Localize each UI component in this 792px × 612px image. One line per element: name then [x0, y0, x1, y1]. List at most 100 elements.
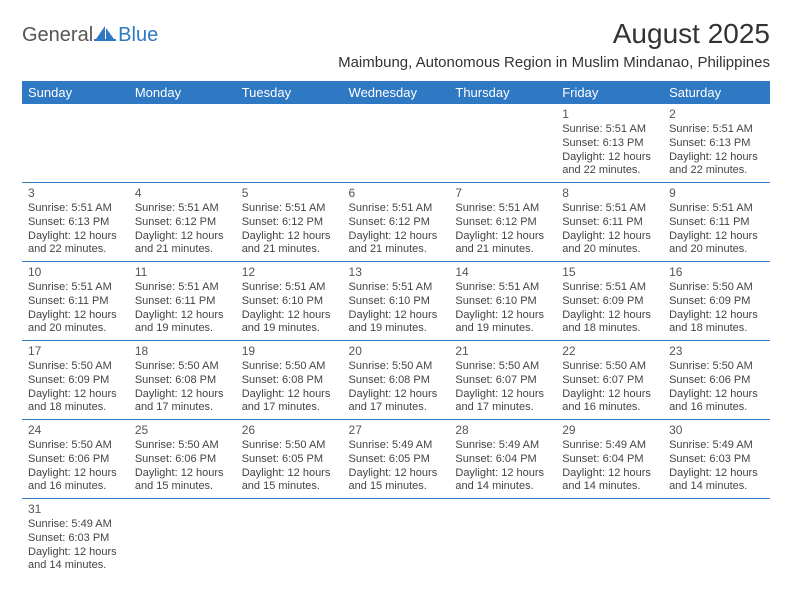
- day-number: 7: [455, 186, 550, 201]
- day-number: 1: [562, 107, 657, 122]
- day-number: 19: [242, 344, 337, 359]
- sunset-text: Sunset: 6:12 PM: [349, 216, 444, 230]
- calendar-header-row: SundayMondayTuesdayWednesdayThursdayFrid…: [22, 81, 770, 104]
- day-header: Monday: [129, 81, 236, 104]
- day-number: 21: [455, 344, 550, 359]
- sunset-text: Sunset: 6:03 PM: [669, 453, 764, 467]
- sunset-text: Sunset: 6:13 PM: [562, 137, 657, 151]
- sunset-text: Sunset: 6:13 PM: [28, 216, 123, 230]
- daylight-text: Daylight: 12 hours and 17 minutes.: [349, 388, 444, 416]
- sunset-text: Sunset: 6:11 PM: [28, 295, 123, 309]
- sunset-text: Sunset: 6:10 PM: [242, 295, 337, 309]
- day-number: 14: [455, 265, 550, 280]
- sunrise-text: Sunrise: 5:50 AM: [135, 439, 230, 453]
- day-number: 28: [455, 423, 550, 438]
- empty-cell: [22, 104, 129, 183]
- day-number: 29: [562, 423, 657, 438]
- daylight-text: Daylight: 12 hours and 19 minutes.: [455, 309, 550, 337]
- sunset-text: Sunset: 6:07 PM: [562, 374, 657, 388]
- sunrise-text: Sunrise: 5:49 AM: [28, 518, 123, 532]
- day-number: 16: [669, 265, 764, 280]
- day-cell: 5Sunrise: 5:51 AMSunset: 6:12 PMDaylight…: [236, 183, 343, 262]
- daylight-text: Daylight: 12 hours and 17 minutes.: [455, 388, 550, 416]
- daylight-text: Daylight: 12 hours and 21 minutes.: [242, 230, 337, 258]
- empty-cell: [236, 104, 343, 183]
- sunset-text: Sunset: 6:08 PM: [135, 374, 230, 388]
- daylight-text: Daylight: 12 hours and 14 minutes.: [28, 546, 123, 574]
- day-number: 12: [242, 265, 337, 280]
- day-cell: 12Sunrise: 5:51 AMSunset: 6:10 PMDayligh…: [236, 262, 343, 341]
- daylight-text: Daylight: 12 hours and 21 minutes.: [135, 230, 230, 258]
- sunrise-text: Sunrise: 5:49 AM: [562, 439, 657, 453]
- empty-cell: [236, 499, 343, 578]
- sunrise-text: Sunrise: 5:51 AM: [135, 281, 230, 295]
- day-header: Wednesday: [343, 81, 450, 104]
- day-cell: 30Sunrise: 5:49 AMSunset: 6:03 PMDayligh…: [663, 420, 770, 499]
- sunrise-text: Sunrise: 5:50 AM: [28, 439, 123, 453]
- day-number: 9: [669, 186, 764, 201]
- sunset-text: Sunset: 6:04 PM: [455, 453, 550, 467]
- day-cell: 18Sunrise: 5:50 AMSunset: 6:08 PMDayligh…: [129, 341, 236, 420]
- month-title: August 2025: [338, 18, 770, 50]
- day-cell: 1Sunrise: 5:51 AMSunset: 6:13 PMDaylight…: [556, 104, 663, 183]
- daylight-text: Daylight: 12 hours and 17 minutes.: [135, 388, 230, 416]
- day-cell: 9Sunrise: 5:51 AMSunset: 6:11 PMDaylight…: [663, 183, 770, 262]
- day-number: 24: [28, 423, 123, 438]
- day-number: 3: [28, 186, 123, 201]
- empty-cell: [663, 499, 770, 578]
- sunset-text: Sunset: 6:06 PM: [135, 453, 230, 467]
- empty-cell: [556, 499, 663, 578]
- sunrise-text: Sunrise: 5:50 AM: [28, 360, 123, 374]
- day-cell: 24Sunrise: 5:50 AMSunset: 6:06 PMDayligh…: [22, 420, 129, 499]
- daylight-text: Daylight: 12 hours and 15 minutes.: [135, 467, 230, 495]
- day-cell: 31Sunrise: 5:49 AMSunset: 6:03 PMDayligh…: [22, 499, 129, 578]
- sunset-text: Sunset: 6:07 PM: [455, 374, 550, 388]
- day-number: 23: [669, 344, 764, 359]
- day-number: 22: [562, 344, 657, 359]
- day-number: 20: [349, 344, 444, 359]
- day-number: 25: [135, 423, 230, 438]
- day-number: 31: [28, 502, 123, 517]
- day-header: Tuesday: [236, 81, 343, 104]
- day-cell: 25Sunrise: 5:50 AMSunset: 6:06 PMDayligh…: [129, 420, 236, 499]
- day-number: 30: [669, 423, 764, 438]
- daylight-text: Daylight: 12 hours and 19 minutes.: [242, 309, 337, 337]
- sunset-text: Sunset: 6:05 PM: [242, 453, 337, 467]
- sunset-text: Sunset: 6:12 PM: [455, 216, 550, 230]
- sunset-text: Sunset: 6:12 PM: [242, 216, 337, 230]
- daylight-text: Daylight: 12 hours and 22 minutes.: [28, 230, 123, 258]
- empty-cell: [343, 499, 450, 578]
- daylight-text: Daylight: 12 hours and 18 minutes.: [28, 388, 123, 416]
- sunset-text: Sunset: 6:09 PM: [669, 295, 764, 309]
- day-number: 17: [28, 344, 123, 359]
- daylight-text: Daylight: 12 hours and 14 minutes.: [562, 467, 657, 495]
- daylight-text: Daylight: 12 hours and 17 minutes.: [242, 388, 337, 416]
- sunrise-text: Sunrise: 5:51 AM: [562, 281, 657, 295]
- daylight-text: Daylight: 12 hours and 16 minutes.: [669, 388, 764, 416]
- sunrise-text: Sunrise: 5:51 AM: [562, 202, 657, 216]
- day-cell: 29Sunrise: 5:49 AMSunset: 6:04 PMDayligh…: [556, 420, 663, 499]
- day-cell: 27Sunrise: 5:49 AMSunset: 6:05 PMDayligh…: [343, 420, 450, 499]
- calendar-body: 1Sunrise: 5:51 AMSunset: 6:13 PMDaylight…: [22, 104, 770, 577]
- sunset-text: Sunset: 6:10 PM: [349, 295, 444, 309]
- day-number: 4: [135, 186, 230, 201]
- day-cell: 10Sunrise: 5:51 AMSunset: 6:11 PMDayligh…: [22, 262, 129, 341]
- sunrise-text: Sunrise: 5:50 AM: [135, 360, 230, 374]
- sail-icon: [94, 24, 116, 47]
- daylight-text: Daylight: 12 hours and 18 minutes.: [562, 309, 657, 337]
- empty-cell: [343, 104, 450, 183]
- day-cell: 20Sunrise: 5:50 AMSunset: 6:08 PMDayligh…: [343, 341, 450, 420]
- sunrise-text: Sunrise: 5:51 AM: [28, 202, 123, 216]
- daylight-text: Daylight: 12 hours and 15 minutes.: [242, 467, 337, 495]
- daylight-text: Daylight: 12 hours and 15 minutes.: [349, 467, 444, 495]
- day-number: 13: [349, 265, 444, 280]
- logo-text-general: General: [22, 24, 93, 47]
- daylight-text: Daylight: 12 hours and 20 minutes.: [28, 309, 123, 337]
- daylight-text: Daylight: 12 hours and 19 minutes.: [349, 309, 444, 337]
- daylight-text: Daylight: 12 hours and 19 minutes.: [135, 309, 230, 337]
- daylight-text: Daylight: 12 hours and 14 minutes.: [669, 467, 764, 495]
- sunset-text: Sunset: 6:06 PM: [669, 374, 764, 388]
- day-cell: 19Sunrise: 5:50 AMSunset: 6:08 PMDayligh…: [236, 341, 343, 420]
- sunset-text: Sunset: 6:10 PM: [455, 295, 550, 309]
- location: Maimbung, Autonomous Region in Muslim Mi…: [338, 54, 770, 71]
